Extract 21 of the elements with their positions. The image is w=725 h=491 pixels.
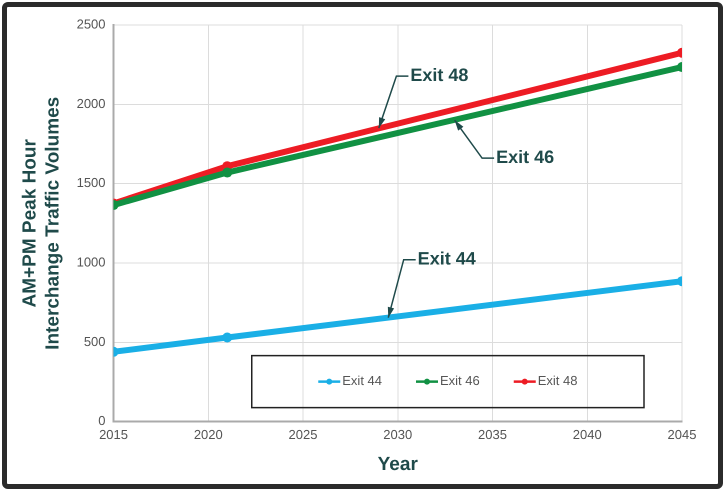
y-tick-label: 2500 [76, 16, 106, 32]
y-tick-label: 2000 [76, 96, 106, 111]
annotation: Exit 44 [418, 248, 476, 269]
x-tick-label: 2045 [668, 426, 696, 442]
x-tick-label: 2030 [383, 426, 412, 442]
x-axis-title: Year [378, 454, 418, 475]
x-tick-label: 2035 [478, 426, 507, 442]
y-tick-label: 1500 [76, 175, 106, 190]
legend-label: Exit 48 [538, 373, 578, 388]
x-tick-label: 2015 [99, 426, 128, 442]
y-tick-label: 1000 [76, 254, 106, 270]
x-tick-label: 2040 [572, 426, 602, 442]
x-tick-label: 2020 [194, 426, 223, 442]
legend-label: Exit 46 [440, 373, 480, 388]
y-tick-label: 0 [98, 413, 106, 428]
y-tick-label: 500 [84, 334, 106, 349]
x-tick-label: 2025 [288, 426, 318, 442]
legend-label: Exit 44 [342, 373, 382, 388]
annotation: Exit 48 [410, 65, 468, 86]
annotation: Exit 46 [496, 147, 554, 168]
y-axis-title: AM+PM Peak Hour Interchange Traffic Volumes [20, 96, 64, 350]
